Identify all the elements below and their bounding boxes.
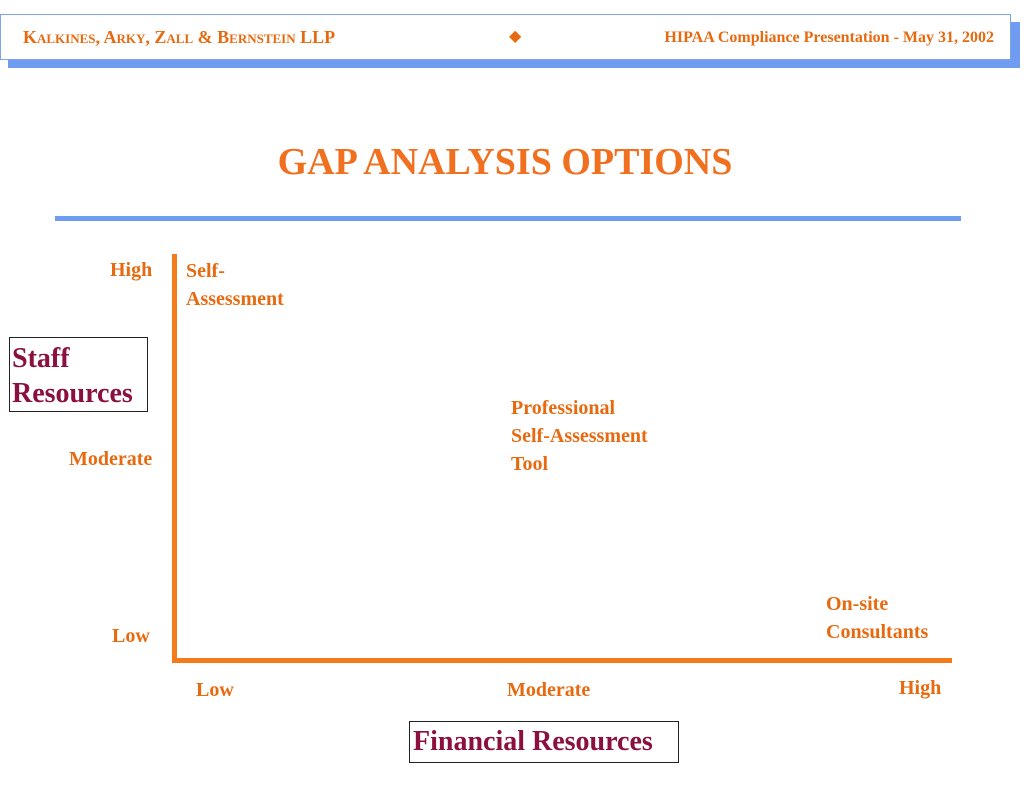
y-tick-low: Low — [112, 625, 150, 647]
option-line: Self-Assessment — [511, 425, 648, 447]
y-axis-title-line1: Staff — [12, 343, 70, 374]
option-line: On-site — [826, 593, 889, 615]
slide-title: GAP ANALYSIS OPTIONS — [277, 141, 733, 183]
option-line: Tool — [511, 453, 549, 475]
y-axis-title: Staff Resources — [9, 337, 148, 412]
presentation-title: HIPAA Compliance Presentation - May 31, … — [664, 29, 994, 46]
x-axis-title: Financial Resources — [409, 721, 679, 763]
x-tick-low: Low — [196, 679, 234, 701]
y-axis-line — [172, 254, 177, 663]
x-tick-high: High — [899, 677, 942, 699]
option-onsite-consultants: On-site Consultants — [826, 590, 928, 646]
option-line: Professional — [511, 397, 616, 419]
x-tick-moderate: Moderate — [507, 679, 591, 701]
option-line: Assessment — [186, 288, 284, 310]
firm-name: Kalkines, Arky, Zall & Bernstein LLP — [23, 27, 336, 47]
option-self-assessment: Self- Assessment — [186, 257, 284, 313]
y-tick-high: High — [110, 259, 153, 281]
option-professional-tool: Professional Self-Assessment Tool — [511, 394, 648, 478]
option-line: Consultants — [826, 621, 929, 643]
y-tick-moderate: Moderate — [69, 448, 153, 470]
y-axis-title-line2: Resources — [12, 378, 133, 409]
header-banner: Kalkines, Arky, Zall & Bernstein LLP ◆ H… — [0, 14, 1011, 60]
x-axis-line — [172, 658, 952, 663]
title-divider — [55, 216, 961, 221]
diamond-icon: ◆ — [509, 28, 522, 45]
option-line: Self- — [186, 260, 225, 282]
